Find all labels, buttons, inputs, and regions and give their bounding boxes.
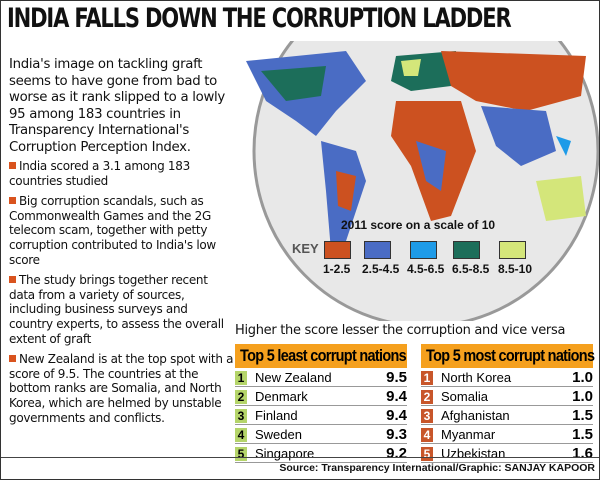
rank-badge: 5 xyxy=(421,446,433,461)
rank-badge: 4 xyxy=(421,427,433,442)
key-range-label: 2.5-4.5 xyxy=(362,262,400,276)
key-swatch-2 xyxy=(364,241,391,259)
bullet-text: The study brings together recent data fr… xyxy=(9,273,224,346)
table-row: 4 Sweden 9.3 xyxy=(235,426,407,444)
scandinavia xyxy=(401,59,421,76)
score: 9.5 xyxy=(386,369,407,386)
bullet-item: Big corruption scandals, such as Commonw… xyxy=(9,194,234,267)
source-credit: Source: Transparency International/Graph… xyxy=(279,462,595,474)
subtitle: Higher the score lesser the corruption a… xyxy=(235,323,566,338)
country-name: Sweden xyxy=(255,427,302,442)
country-name: Myanmar xyxy=(441,427,496,442)
key-title: 2011 score on a scale of 10 xyxy=(341,218,496,232)
country-name: Somalia xyxy=(441,389,488,404)
headline: INDIA FALLS DOWN THE CORRUPTION LADDER xyxy=(7,3,512,34)
table-row: 1 New Zealand 9.5 xyxy=(235,369,407,387)
key-swatch-3 xyxy=(410,241,437,259)
country-name: Afghanistan xyxy=(441,408,510,423)
most-corrupt-table: Top 5 most corrupt nations 1 North Korea 1… xyxy=(421,344,595,463)
score: 9.3 xyxy=(386,426,407,443)
score: 1.5 xyxy=(572,426,593,443)
score: 1.0 xyxy=(572,369,593,386)
rank-badge: 1 xyxy=(235,370,247,385)
score: 1.5 xyxy=(572,407,593,424)
key-range-label: 4.5-6.5 xyxy=(407,262,445,276)
score: 1.0 xyxy=(572,388,593,405)
table-row: 4 Myanmar 1.5 xyxy=(421,426,593,444)
bullet-text: India scored a 3.1 among 183 countries s… xyxy=(9,159,190,188)
country-name: Denmark xyxy=(255,389,308,404)
table-row: 1 North Korea 1.0 xyxy=(421,369,593,387)
east-asia-blue xyxy=(556,136,571,156)
rank-badge: 1 xyxy=(421,370,433,385)
key-range-label: 8.5-10 xyxy=(498,262,533,276)
bullet-square-icon xyxy=(9,197,16,205)
australia xyxy=(536,176,586,221)
south-america-red xyxy=(336,171,356,211)
key-range-label: 1-2.5 xyxy=(323,262,351,276)
bullet-square-icon xyxy=(9,276,16,284)
bullet-item: India scored a 3.1 among 183 countries s… xyxy=(9,159,234,188)
russia-asia xyxy=(441,51,586,111)
key-swatch-5 xyxy=(499,241,526,259)
canada xyxy=(261,66,326,101)
score: 9.4 xyxy=(386,388,407,405)
table-row: 2 Denmark 9.4 xyxy=(235,388,407,406)
table-row: 3 Finland 9.4 xyxy=(235,407,407,425)
key-swatch-4 xyxy=(453,241,480,259)
country-name: Finland xyxy=(255,408,298,423)
africa-blue xyxy=(416,141,446,191)
south-asia xyxy=(481,106,556,166)
rank-badge: 3 xyxy=(235,408,247,423)
score: 9.2 xyxy=(386,445,407,462)
table-row: 5 Singapore 9.2 xyxy=(235,445,407,463)
key-label: KEY xyxy=(292,241,319,256)
intro-text: India's image on tackling graft seems to… xyxy=(9,57,225,155)
rank-badge: 3 xyxy=(421,408,433,423)
table-row: 5 Uzbekistan 1.6 xyxy=(421,445,593,463)
bullet-list: India scored a 3.1 among 183 countries s… xyxy=(9,159,234,431)
table-header: Top 5 most corrupt nations xyxy=(421,344,595,368)
rank-badge: 2 xyxy=(235,389,247,404)
bullet-square-icon xyxy=(9,162,16,169)
bullet-item: The study brings together recent data fr… xyxy=(9,273,234,346)
rank-badge: 5 xyxy=(235,446,247,461)
bullet-text: Big corruption scandals, such as Commonw… xyxy=(9,194,216,267)
country-name: Uzbekistan xyxy=(441,446,506,461)
key-range-label: 6.5-8.5 xyxy=(452,262,490,276)
country-name: New Zealand xyxy=(255,370,332,385)
key-swatch-1 xyxy=(324,241,351,259)
rank-badge: 4 xyxy=(235,427,247,442)
score: 9.4 xyxy=(386,407,407,424)
score: 1.6 xyxy=(572,445,593,462)
country-name: North Korea xyxy=(441,370,512,385)
table-header: Top 5 least corrupt nations xyxy=(235,344,407,368)
rank-badge: 2 xyxy=(421,389,433,404)
country-name: Singapore xyxy=(255,446,315,461)
table-row: 2 Somalia 1.0 xyxy=(421,388,593,406)
bullet-text: New Zealand is at the top spot with a sc… xyxy=(9,352,234,425)
bullet-square-icon xyxy=(9,355,16,363)
bullet-item: New Zealand is at the top spot with a sc… xyxy=(9,352,234,425)
world-map xyxy=(246,41,599,321)
table-row: 3 Afghanistan 1.5 xyxy=(421,407,593,425)
divider xyxy=(1,457,599,458)
least-corrupt-table: Top 5 least corrupt nations 1 New Zealand… xyxy=(235,344,407,463)
